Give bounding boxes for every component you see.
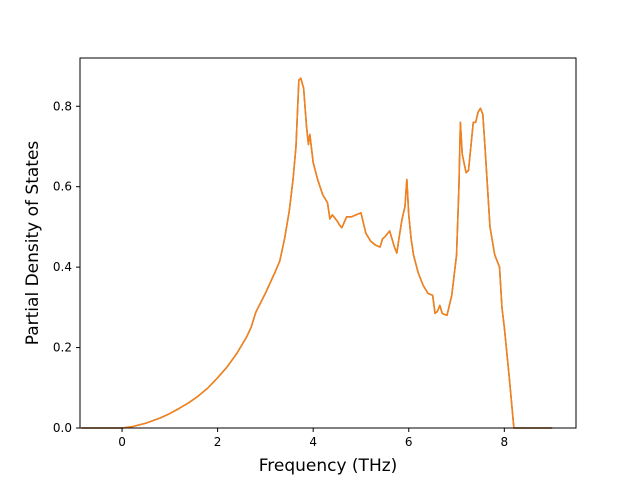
x-axis-label: Frequency (THz)	[259, 456, 398, 476]
x-tick-label: 8	[501, 435, 509, 449]
x-tick-label: 6	[405, 435, 413, 449]
x-tick-label: 4	[309, 435, 317, 449]
y-tick-label: 0.0	[53, 421, 72, 435]
y-tick-label: 0.6	[53, 180, 72, 194]
x-ticks: 0 2 4 6 8	[118, 428, 508, 449]
series-layer	[81, 77, 553, 429]
y-ticks: 0.0 0.2 0.4 0.6 0.8	[53, 99, 80, 435]
y-tick-label: 0.4	[53, 260, 72, 274]
x-tick-label: 0	[118, 435, 126, 449]
y-tick-label: 0.8	[53, 99, 72, 113]
y-tick-label: 0.2	[53, 341, 72, 355]
y-axis-label: Partial Density of States	[23, 141, 43, 346]
series-line-2	[81, 77, 553, 429]
plot-frame	[79, 57, 577, 429]
x-tick-label: 2	[214, 435, 222, 449]
